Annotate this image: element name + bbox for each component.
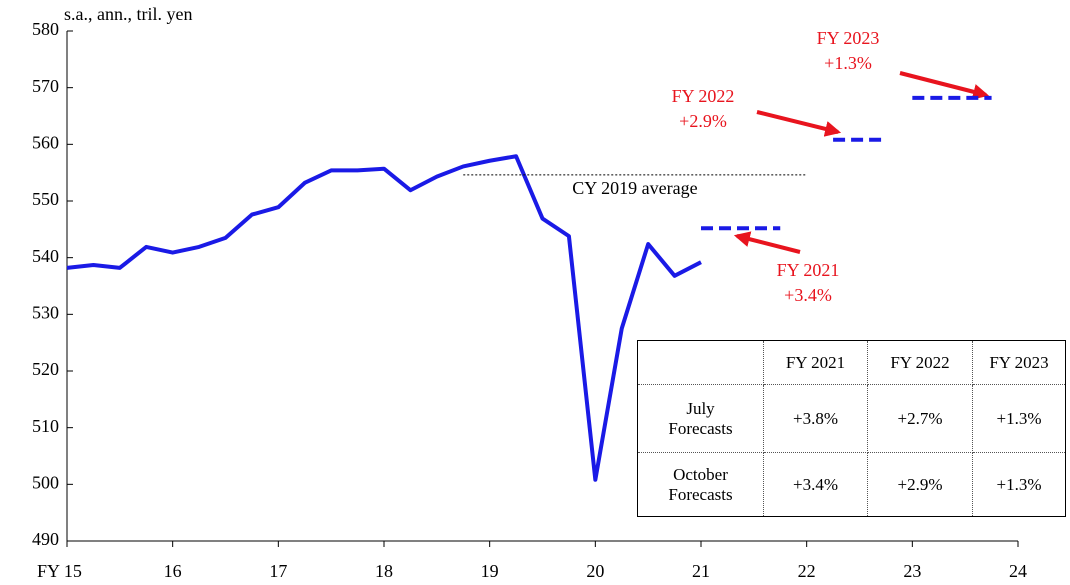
table-cell: +3.8% — [763, 384, 868, 453]
y-tick-label: 550 — [32, 189, 59, 209]
x-tick-label: 18 — [375, 561, 393, 581]
x-tick-label: 24 — [1009, 561, 1027, 581]
table-row-label: October Forecasts — [637, 452, 764, 517]
reference-label: CY 2019 average — [572, 178, 697, 198]
table-cell: +3.4% — [763, 452, 868, 517]
table-header-row: FY 2021 FY 2022 FY 2023 — [637, 340, 1066, 385]
forecast-change: +3.4% — [784, 285, 832, 305]
table-cell: +1.3% — [972, 452, 1066, 517]
table-cell: +2.9% — [867, 452, 973, 517]
y-tick-label: 510 — [32, 416, 59, 436]
arrow — [733, 231, 801, 254]
forecast-label: FY 2022 — [672, 86, 735, 106]
forecast-label: FY 2023 — [817, 28, 880, 48]
forecast-table: FY 2021 FY 2022 FY 2023 July Forecasts +3.8%… — [637, 340, 1066, 517]
forecast-label: FY 2021 — [777, 260, 840, 280]
forecast-change: +1.3% — [824, 53, 872, 73]
y-tick-label: 570 — [32, 76, 59, 96]
x-tick-label: FY 15 — [37, 561, 82, 581]
x-tick-label: 17 — [269, 561, 287, 581]
x-tick-label: 19 — [481, 561, 499, 581]
arrow — [899, 71, 990, 100]
x-tick-label: 21 — [692, 561, 710, 581]
y-tick-label: 540 — [32, 246, 59, 266]
y-tick-label: 520 — [32, 359, 59, 379]
y-tick-label: 530 — [32, 302, 59, 322]
data-line — [66, 154, 702, 482]
arrow — [756, 110, 842, 137]
table-row-label: July Forecasts — [637, 384, 764, 453]
table-corner — [637, 340, 764, 385]
table-column-header: FY 2023 — [972, 340, 1066, 385]
table-cell: +1.3% — [972, 384, 1066, 453]
table-column-header: FY 2022 — [867, 340, 973, 385]
y-tick-label: 560 — [32, 132, 59, 152]
y-tick-label: 500 — [32, 472, 59, 492]
x-tick-label: 16 — [164, 561, 182, 581]
table-row: October Forecasts +3.4% +2.9% +1.3% — [637, 452, 1066, 517]
y-tick-label: 490 — [32, 529, 59, 549]
y-axis-label: s.a., ann., tril. yen — [64, 4, 192, 24]
table-row: July Forecasts +3.8% +2.7% +1.3% — [637, 384, 1066, 453]
table-cell: +2.7% — [867, 384, 973, 453]
x-tick-label: 22 — [798, 561, 816, 581]
table-column-header: FY 2021 — [763, 340, 868, 385]
x-tick-label: 20 — [586, 561, 604, 581]
x-tick-label: 23 — [903, 561, 921, 581]
forecast-change: +2.9% — [679, 111, 727, 131]
y-tick-label: 580 — [32, 19, 59, 39]
